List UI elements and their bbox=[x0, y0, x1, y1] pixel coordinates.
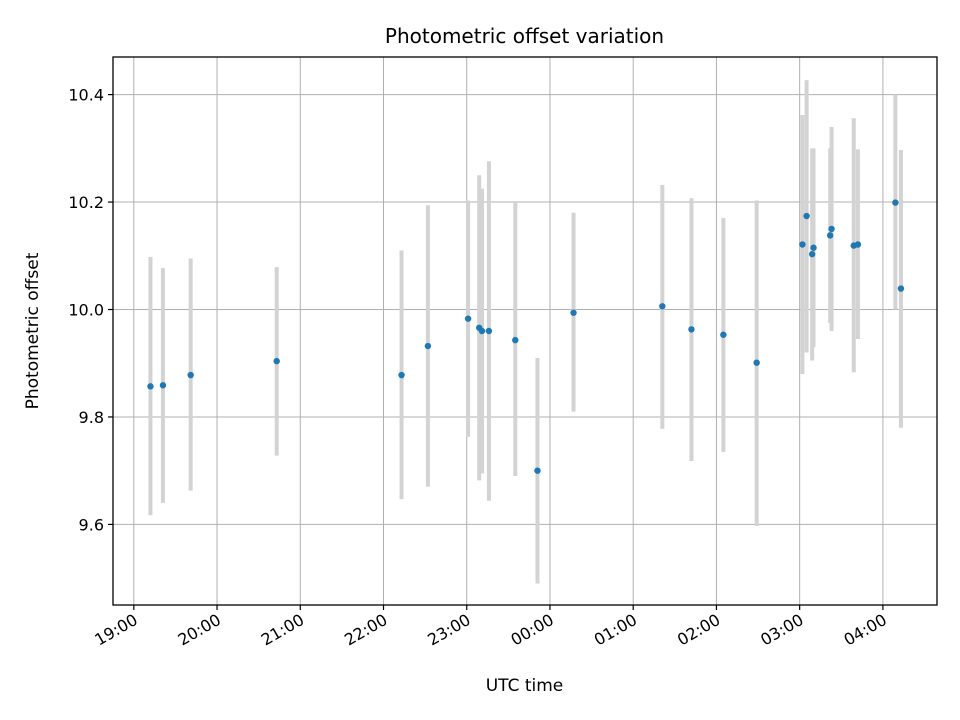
data-point bbox=[892, 199, 899, 206]
data-points bbox=[147, 199, 905, 474]
data-point bbox=[464, 315, 472, 322]
data-point bbox=[424, 342, 432, 350]
data-point bbox=[659, 303, 666, 310]
data-point bbox=[159, 382, 167, 389]
data-point bbox=[147, 383, 154, 390]
data-point bbox=[753, 359, 760, 366]
plot-area-frame bbox=[112, 56, 938, 606]
data-point bbox=[803, 212, 810, 220]
data-point bbox=[570, 309, 577, 316]
data-point bbox=[512, 336, 519, 344]
data-point bbox=[810, 244, 817, 251]
y-tick-label: 10.0 bbox=[68, 301, 104, 320]
data-point bbox=[187, 371, 194, 379]
y-axis: 9.6 9.8 10.0 10.2 10.4 bbox=[68, 86, 113, 534]
y-tick-label: 9.8 bbox=[79, 408, 104, 427]
y-tick-label: 10.4 bbox=[68, 86, 104, 105]
y-tick-label: 10.2 bbox=[68, 193, 104, 212]
x-axis-label: UTC time bbox=[486, 676, 564, 696]
data-point bbox=[534, 467, 541, 474]
data-point bbox=[720, 331, 727, 338]
grid bbox=[113, 57, 937, 605]
data-point bbox=[688, 326, 695, 333]
data-point bbox=[826, 232, 834, 239]
y-tick-label: 9.6 bbox=[79, 515, 104, 534]
data-point bbox=[854, 241, 862, 248]
data-point bbox=[828, 225, 835, 233]
data-point bbox=[398, 371, 405, 379]
y-axis-label: Photometric offset bbox=[23, 252, 43, 409]
data-point bbox=[897, 285, 905, 292]
data-point bbox=[799, 241, 806, 248]
data-point bbox=[273, 357, 280, 365]
data-point bbox=[485, 327, 493, 335]
chart-title: Photometric offset variation bbox=[385, 24, 664, 48]
data-point bbox=[478, 327, 486, 335]
data-point bbox=[808, 250, 816, 258]
